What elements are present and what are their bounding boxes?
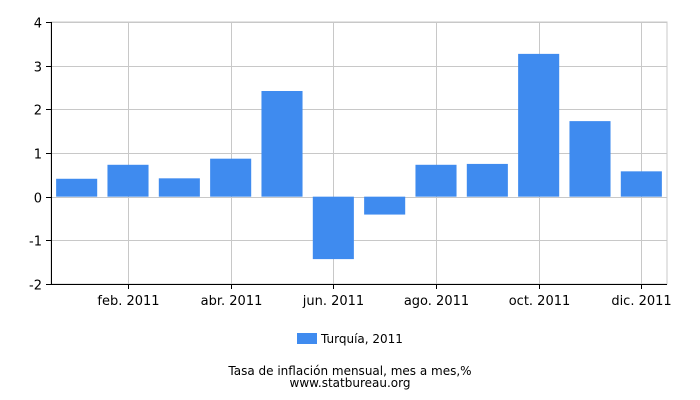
bar (158, 178, 200, 197)
y-tick-label: 3 (34, 61, 42, 76)
y-tick-label: 0 (34, 192, 42, 207)
bar (620, 171, 662, 197)
y-tick-label: 4 (34, 17, 42, 32)
bar (210, 158, 252, 197)
y-tick-label: -1 (29, 235, 42, 250)
bar (569, 121, 611, 197)
y-tick-label: 1 (34, 148, 42, 163)
x-tick-label: jun. 2011 (302, 294, 364, 309)
x-tick-label: abr. 2011 (201, 294, 263, 309)
bar-chart: -2 -1 0 1 2 3 4 feb. 2011 abr. 2011 jun. 2011 ago.… (29, 17, 672, 310)
y-tick-label: -2 (29, 279, 42, 294)
legend: Turquía, 2011 (0, 332, 700, 346)
chart-caption: Tasa de inflación mensual, mes a mes,% (228, 364, 472, 378)
bar (466, 163, 508, 197)
bar (364, 196, 406, 215)
bar (56, 178, 98, 197)
bar (415, 164, 457, 197)
x-tick-label: feb. 2011 (97, 294, 159, 309)
bar (261, 90, 303, 197)
x-tick-label: ago. 2011 (404, 294, 469, 309)
bar (107, 164, 149, 197)
x-tick-label: oct. 2011 (509, 294, 571, 309)
bar (312, 196, 354, 260)
source-url: www.statbureau.org (289, 376, 411, 390)
bar (518, 53, 560, 197)
x-tick-label: dic. 2011 (611, 294, 671, 309)
legend-label: Turquía, 2011 (321, 332, 403, 346)
legend-swatch (297, 333, 318, 344)
y-tick-label: 2 (34, 104, 42, 119)
